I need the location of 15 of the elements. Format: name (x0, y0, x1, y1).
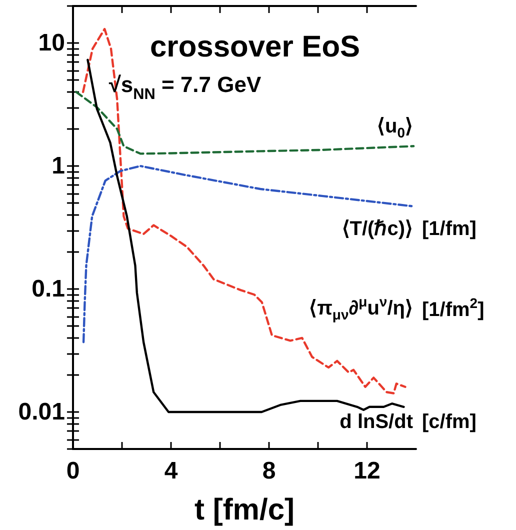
line-series (82, 164, 415, 344)
series-label: ⟨u$_{0}$⟩ (376, 116, 413, 141)
x-tick-label: 0 (66, 458, 80, 484)
x-tick-label: 4 (164, 458, 178, 484)
x-tick-label: 8 (262, 458, 276, 484)
text: crossover EoS (150, 30, 360, 64)
series-label: d lnS/dt [c/fm] (340, 410, 476, 433)
x-axis-title: t [fm/c] (194, 494, 294, 526)
text: ⟨π$_{μν}$∂$^{μ}$u$^{ν}$/η⟩ [1/fm$^{2}$] (309, 294, 484, 322)
y-tick-label: 10 (38, 30, 65, 57)
y-tick-label: 0.1 (32, 275, 65, 302)
y-tick-label: 1 (52, 152, 65, 180)
series-label: ⟨T/(ℏc)⟩ [1/fm] (342, 218, 476, 240)
x-tick-label: 12 (354, 458, 380, 484)
y-tick-label: 0.01 (18, 398, 65, 426)
